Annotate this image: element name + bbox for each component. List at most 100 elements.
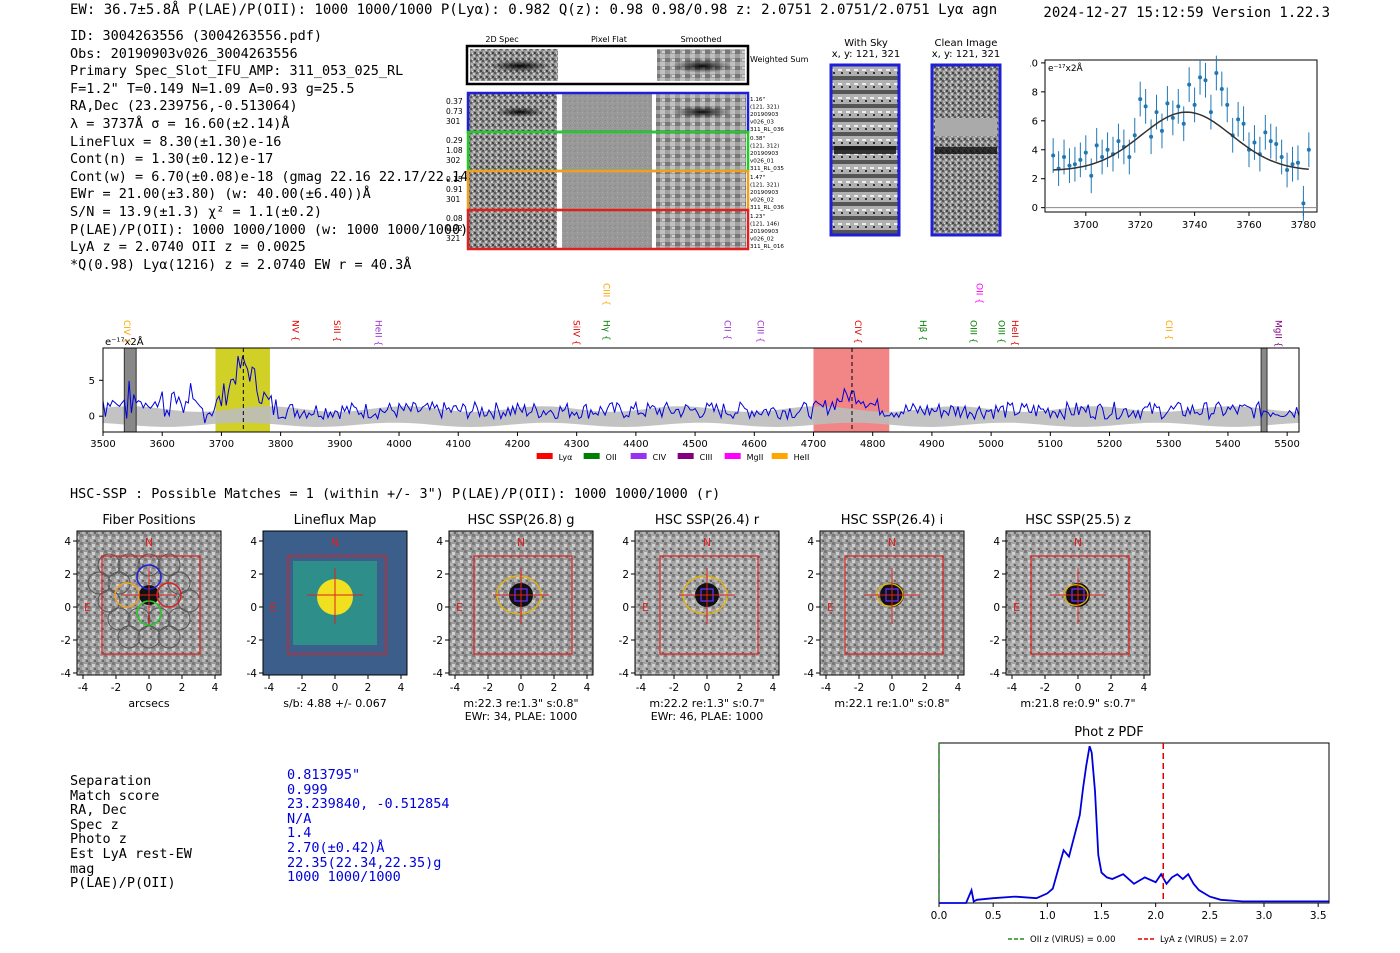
sky-clean-panels [829, 63, 1002, 237]
fit-data-point [1285, 168, 1290, 173]
info-line: Obs: 20190903v026_3004263556 [70, 45, 298, 62]
clean-image-line [935, 147, 997, 154]
info-line: F=1.2" T=0.149 N=1.09 A=0.93 g=25.5 [70, 80, 355, 97]
match-label: Est LyA rest-EW [70, 845, 192, 862]
cutout-east-label: E [270, 601, 277, 614]
fiber-row-right-label: 20190903 [750, 151, 779, 157]
match-value: 0.999 [287, 781, 328, 798]
match-value: 1000 1000/1000 [287, 869, 401, 886]
cutout-xtick-label: -2 [669, 682, 679, 694]
match-value: 0.813795" [287, 767, 361, 783]
cutout-ytick-label: -2 [433, 635, 443, 647]
fit-data-point [1268, 139, 1273, 144]
match-value: 2.70(±0.42)Å [287, 839, 385, 856]
fiber-row-left-label: 0.29 [446, 136, 463, 145]
fit-data-point [1290, 162, 1295, 167]
cutout-caption-line: m:22.1 re:1.0" s:0.8" [834, 697, 950, 710]
full-spectrum-chart: 3500 3600 3700 3800 3900 4000 4100 4200 4300 4400… [89, 283, 1300, 462]
cutout-neighbor-circle [720, 636, 742, 658]
cutout-fiber-circle [107, 607, 131, 631]
info-line: P(LAE)/P(OII): 1000 1000/1000 (w: 1000 1… [70, 221, 469, 238]
cutout-east-label: E [827, 601, 834, 614]
fiber-spectra-panel: 2D Spec Pixel Flat Smoothed Weighted Sum… [446, 35, 809, 251]
fit-xtick-label: 3700 [1073, 220, 1098, 231]
fit-ytick-label: 8 [1032, 87, 1038, 98]
cutout-ytick-label: 4 [64, 536, 71, 548]
spectrum-xtick-label: 3600 [149, 439, 174, 450]
cutout-xtick-label: -4 [821, 682, 832, 694]
cutout-east-label: E [456, 601, 463, 614]
clean-image-title-text: Clean Image [934, 38, 998, 49]
cutout-title: HSC SSP(26.4) r [654, 513, 760, 528]
cutout-ytick-label: -2 [804, 635, 814, 647]
with-sky-title: With Sky x, y: 121, 321 [830, 38, 902, 60]
cutout-xtick-label: 0 [1075, 682, 1082, 694]
spectrum-xtick-label: 3700 [209, 439, 234, 450]
cutout-ytick-label: 4 [622, 536, 629, 548]
with-sky-coords: x, y: 121, 321 [831, 49, 901, 60]
fit-ytick-label: 6 [1032, 116, 1038, 127]
col-header-pixelflat: Pixel Flat [591, 35, 627, 44]
cutout-ytick-label: -4 [61, 668, 72, 680]
fit-xtick-label: 3780 [1291, 220, 1316, 231]
fit-data-point [1105, 147, 1110, 152]
fiber-row-right-label: 311_RL_036 [750, 127, 784, 133]
line-fit-chart: 3700 3720 3740 3760 3780 0 2 4 6 8 10 e⁻¹⁷x2Å [1030, 55, 1318, 231]
spectrum-flux-line [102, 355, 1300, 424]
fit-data-point [1295, 160, 1300, 165]
with-sky-title-text: With Sky [844, 38, 888, 49]
cutout-fiber-circle [157, 553, 181, 577]
spectrum-ylabel: e⁻¹⁷x2Å [105, 335, 144, 348]
spectrum-xtick-label: 3900 [327, 439, 352, 450]
cutout-ytick-label: 4 [993, 536, 1000, 548]
fiber-row-right-label: (121, 321) [750, 105, 779, 111]
cutout-north-label: N [145, 536, 153, 549]
match-label: Photo z [70, 831, 127, 848]
spectrum-legend-label: MgII [747, 453, 764, 462]
fit-data-point [1279, 154, 1284, 159]
fit-data-point [1252, 140, 1257, 145]
fiber-row-right-label: 311_RL_036 [750, 205, 784, 211]
cutout-ytick-label: 2 [64, 569, 71, 581]
photz-xtick-label: 1.5 [1093, 910, 1110, 922]
photz-xtick-label: 3.5 [1310, 910, 1327, 922]
fit-ytick-label: 10 [1030, 58, 1038, 69]
photz-pdf-chart: Phot z PDF 0.0 0.5 1.0 1.5 2.0 2.5 3.0 3.5 OII z … [931, 725, 1330, 945]
weighted-sum-label: Weighted Sum [750, 55, 809, 64]
cutout-north-label: N [517, 536, 525, 549]
cutout-title: HSC SSP(26.8) g [467, 513, 575, 528]
fiber-row-right-label: 20190903 [750, 112, 779, 118]
cutout-box [473, 555, 573, 655]
photz-legend-label: OII z (VIRUS) = 0.00 [1030, 935, 1116, 945]
cutout-fiber-circle [117, 553, 141, 577]
spectrum-xtick-label: 4400 [623, 439, 648, 450]
fit-data-point [1143, 104, 1148, 109]
match-label: Match score [70, 787, 160, 804]
cutout-caption-line: m:22.3 re:1.3" s:0.8" [463, 697, 579, 710]
cutout-xtick-label: -4 [450, 682, 461, 694]
cutout-fiber-circle [87, 571, 111, 595]
spectrum-legend-label: CIV [653, 453, 667, 462]
cutout-caption: m:22.2 re:1.3" s:0.7" EWr: 46, PLAE: 1000 [612, 697, 802, 723]
fiber-row-right-label: 311_RL_035 [750, 166, 784, 172]
cutout-ytick-label: 2 [436, 569, 443, 581]
col-header-2dspec: 2D Spec [485, 35, 518, 44]
cutout-caption-line: EWr: 34, PLAE: 1000 [464, 710, 578, 723]
cutout-xtick-label: 0 [146, 682, 153, 694]
fit-data-point [1138, 97, 1143, 102]
fit-data-point [1067, 163, 1072, 168]
photz-title: Phot z PDF [1074, 725, 1144, 740]
match-value: 1.4 [287, 825, 312, 842]
spectrum-line-label: NV { [290, 320, 300, 341]
cutout-xtick-label: 4 [1141, 682, 1148, 694]
fit-data-point [1208, 110, 1213, 115]
spectrum-xtick-label: 5500 [1274, 439, 1299, 450]
cutout-box [287, 555, 387, 655]
cutout-caption: s/b: 4.88 +/- 0.067 [240, 697, 430, 710]
cutout-ytick-label: -2 [619, 635, 629, 647]
spectrum-xtick-label: 4300 [564, 439, 589, 450]
match-table-values: 0.813795" 0.999 23.239840, -0.512854 N/A… [287, 768, 450, 885]
hsc-summary-text: HSC-SSP : Possible Matches = 1 (within +… [70, 486, 721, 502]
spectrum-legend-label: HeII [794, 453, 810, 462]
fiber-row-smoothed [656, 172, 746, 209]
